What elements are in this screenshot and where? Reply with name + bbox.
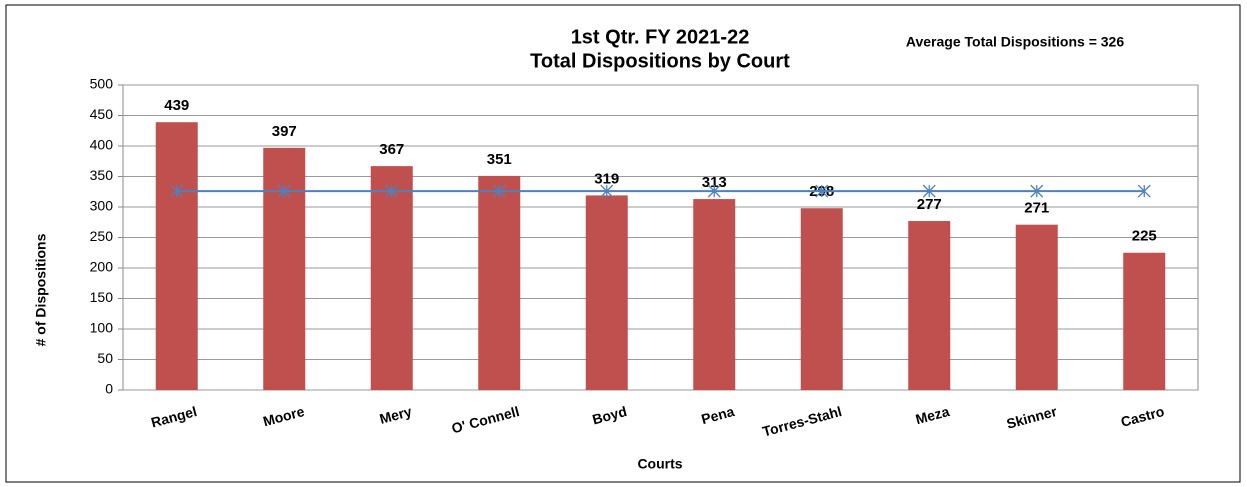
chart-title: Total Dispositions by Court [530, 50, 790, 72]
average-marker [707, 184, 721, 198]
x-axis-label: Courts [637, 456, 682, 472]
data-label: 351 [487, 151, 512, 168]
data-label: 225 [1132, 228, 1157, 245]
data-label: 271 [1024, 200, 1049, 217]
bar [908, 221, 951, 390]
average-marker [1030, 184, 1044, 198]
data-label: 319 [594, 170, 619, 187]
bar [1015, 224, 1058, 390]
average-marker [277, 184, 291, 198]
bar [800, 208, 843, 390]
bar [1123, 252, 1166, 390]
bar [693, 199, 736, 390]
annotation: Average Total Dispositions = 326 [906, 34, 1124, 50]
average-marker [922, 184, 936, 198]
y-tick-label: 200 [90, 259, 114, 275]
data-label: 439 [164, 97, 189, 114]
y-tick-label: 400 [90, 137, 114, 153]
average-marker [600, 184, 614, 198]
bar [370, 166, 413, 390]
y-tick-label: 50 [97, 350, 113, 366]
average-marker [815, 184, 829, 198]
bar [155, 122, 198, 391]
data-label: 313 [702, 174, 727, 191]
average-marker [385, 184, 399, 198]
data-label: 277 [917, 196, 942, 213]
y-tick-label: 100 [90, 320, 114, 336]
y-tick-label: 450 [90, 106, 114, 122]
average-marker [1137, 184, 1151, 198]
bar [478, 175, 521, 390]
chart-title: 1st Qtr. FY 2021-22 [571, 26, 750, 48]
bar [263, 147, 306, 390]
bar [585, 195, 628, 390]
y-tick-label: 150 [90, 289, 114, 305]
y-axis-label: # of Dispositions [33, 233, 49, 346]
data-label: 367 [379, 141, 404, 158]
average-marker [170, 184, 184, 198]
y-tick-label: 300 [90, 198, 114, 214]
y-tick-label: 500 [90, 76, 114, 92]
y-tick-label: 350 [90, 167, 114, 183]
y-tick-label: 0 [105, 381, 113, 397]
average-marker [492, 184, 506, 198]
y-tick-label: 250 [90, 228, 114, 244]
data-label: 397 [272, 123, 297, 140]
